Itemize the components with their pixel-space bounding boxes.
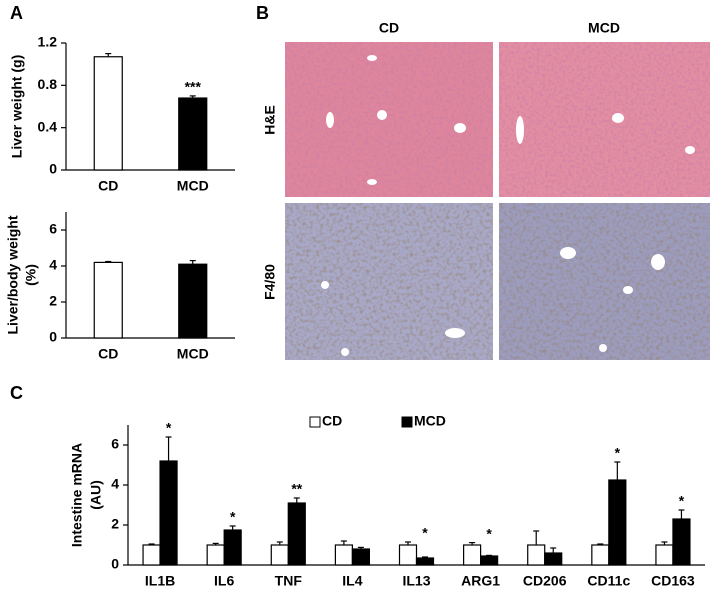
y-tick-label: 6 xyxy=(49,221,57,237)
x-tick-label: CD206 xyxy=(523,573,567,589)
bar xyxy=(351,548,370,566)
vessels xyxy=(321,55,695,356)
x-tick-label: CD163 xyxy=(651,573,695,589)
bar xyxy=(480,555,499,566)
bar xyxy=(142,544,161,566)
histology xyxy=(285,42,710,360)
x-tick-label: IL6 xyxy=(214,573,234,589)
annotation: ** xyxy=(291,481,302,497)
texture xyxy=(499,42,710,197)
bar xyxy=(93,261,123,339)
bar xyxy=(178,97,208,171)
x-tick-label: ARG1 xyxy=(461,573,500,589)
x-tick-label: TNF xyxy=(275,573,303,589)
row-label: H&E xyxy=(262,105,278,135)
y-tick-label: 4 xyxy=(49,257,57,273)
legend-swatch xyxy=(309,416,321,428)
y-axis-label: Liver/body weight xyxy=(5,215,21,334)
bar xyxy=(527,544,546,566)
bar xyxy=(287,502,306,566)
legend-swatch xyxy=(401,416,413,428)
y-axis-label: (%) xyxy=(23,264,39,286)
x-tick-label: IL4 xyxy=(342,573,362,589)
bar xyxy=(334,544,353,566)
bar xyxy=(159,460,178,566)
bar xyxy=(591,544,610,566)
y-tick-label: 0 xyxy=(49,161,57,177)
x-tick-label: CD11c xyxy=(587,573,630,589)
bar xyxy=(398,544,418,566)
x-tick-label: CD xyxy=(98,178,118,194)
bar xyxy=(672,518,691,566)
texture xyxy=(285,42,493,197)
bar xyxy=(206,544,225,566)
panel-label: B xyxy=(256,3,269,23)
bar xyxy=(270,544,289,566)
x-tick-label: MCD xyxy=(177,346,209,362)
y-tick-label: 2 xyxy=(49,293,57,309)
bar xyxy=(608,479,627,566)
annotation: * xyxy=(615,445,621,461)
y-axis-label: Intestine mRNA xyxy=(69,443,85,547)
panel-label: A xyxy=(10,3,23,23)
x-tick-label: MCD xyxy=(177,178,209,194)
y-tick-label: 0.4 xyxy=(38,118,58,134)
panel-label: C xyxy=(10,383,23,403)
bar xyxy=(93,56,123,171)
legend-label: MCD xyxy=(414,413,446,429)
x-tick-label: IL13 xyxy=(402,573,430,589)
x-tick-label: CD xyxy=(98,346,118,362)
x-tick-label: IL1B xyxy=(145,573,175,589)
annotation: * xyxy=(422,525,428,541)
bar xyxy=(178,263,208,339)
bar xyxy=(223,529,242,566)
y-tick-label: 0.8 xyxy=(38,76,58,92)
y-tick-label: 0 xyxy=(49,329,57,345)
y-tick-label: 2 xyxy=(111,516,119,532)
bar xyxy=(655,544,674,566)
y-axis-label: (AU) xyxy=(88,480,104,510)
row-label: F4/80 xyxy=(262,264,278,300)
annotation: * xyxy=(166,420,172,436)
y-tick-label: 0 xyxy=(111,556,119,572)
y-tick-label: 4 xyxy=(111,476,119,492)
y-tick-label: 6 xyxy=(111,436,119,452)
column-label: CD xyxy=(379,20,399,36)
texture xyxy=(499,203,710,360)
annotation: *** xyxy=(185,79,202,95)
annotation: * xyxy=(679,493,685,509)
bar xyxy=(544,552,563,566)
annotation: * xyxy=(486,525,492,541)
annotation: * xyxy=(230,509,236,525)
y-axis-label: Liver weight (g) xyxy=(9,55,25,158)
bar xyxy=(463,544,482,566)
legend-label: CD xyxy=(322,413,342,429)
y-tick-label: 1.2 xyxy=(38,34,58,50)
bar xyxy=(415,557,435,566)
column-label: MCD xyxy=(588,20,620,36)
